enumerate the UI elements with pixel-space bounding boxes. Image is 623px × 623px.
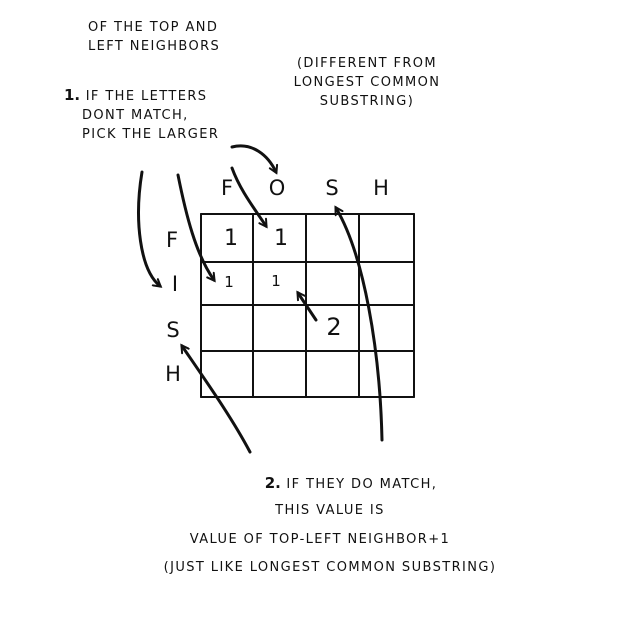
rule-2-line-3: VALUE OF TOP-LEFT NEIGHBOR+1 [189,532,451,547]
column-header-h: H [373,176,389,200]
arrow-to-row-i [137,170,160,286]
different-line-2: LONGEST COMMON [293,75,441,90]
rule-2-line-2: THIS VALUE IS [275,503,385,518]
intro-note: OF THE TOP AND LEFT NEIGHBORS [88,18,220,56]
cell-f-o: 1 [274,226,288,251]
rule-2-number: 2. [264,474,281,492]
arrow-to-cell-i-f [176,173,214,280]
rule-1-note: 1. IF THE LETTERS DONT MATCH, PICK THE L… [64,86,219,144]
row-header-s: S [166,318,180,342]
row-header-f: F [165,228,179,252]
rule-2-note: 2. IF THEY DO MATCH, THIS VALUE IS [150,470,570,524]
cell-i-o: 1 [271,272,281,290]
arrow-to-row-s [182,346,252,454]
row-header-i: I [171,272,179,296]
different-line-1: (DIFFERENT FROM [296,56,438,71]
cell-s-s: 2 [326,313,342,341]
cell-f-f: 1 [224,226,238,251]
rule-2-line-4: (JUST LIKE LONGEST COMMON SUBSTRING) [163,560,497,575]
intro-line-2: LEFT NEIGHBORS [88,39,221,54]
column-header-o: O [268,176,286,200]
column-header-f: F [220,176,234,200]
rule-1-line-2: DONT MATCH, [82,108,189,123]
row-header-h: H [165,362,181,386]
arrow-to-cell-f-o [230,166,266,226]
rule-1-line-3: PICK THE LARGER [82,127,220,142]
rule-2-line-1-text: IF THEY DO MATCH, [286,477,438,492]
cell-i-f: 1 [224,273,234,291]
arrow-to-column-s [336,208,384,442]
different-note: (DIFFERENT FROM LONGEST COMMON SUBSTRING… [272,54,462,111]
arrow-to-column-o [230,144,276,172]
grid-lines [200,213,415,398]
rule-2-line-1: 2. IF THEY DO MATCH, [150,470,570,498]
rule-1-line-1: IF THE LETTERS [85,89,208,104]
arrow-diagonal [298,293,318,322]
different-line-3: SUBSTRING) [319,94,415,109]
column-header-s: S [325,176,339,200]
rule-1-number: 1. [64,86,81,104]
intro-line-1: OF THE TOP AND [88,20,219,35]
